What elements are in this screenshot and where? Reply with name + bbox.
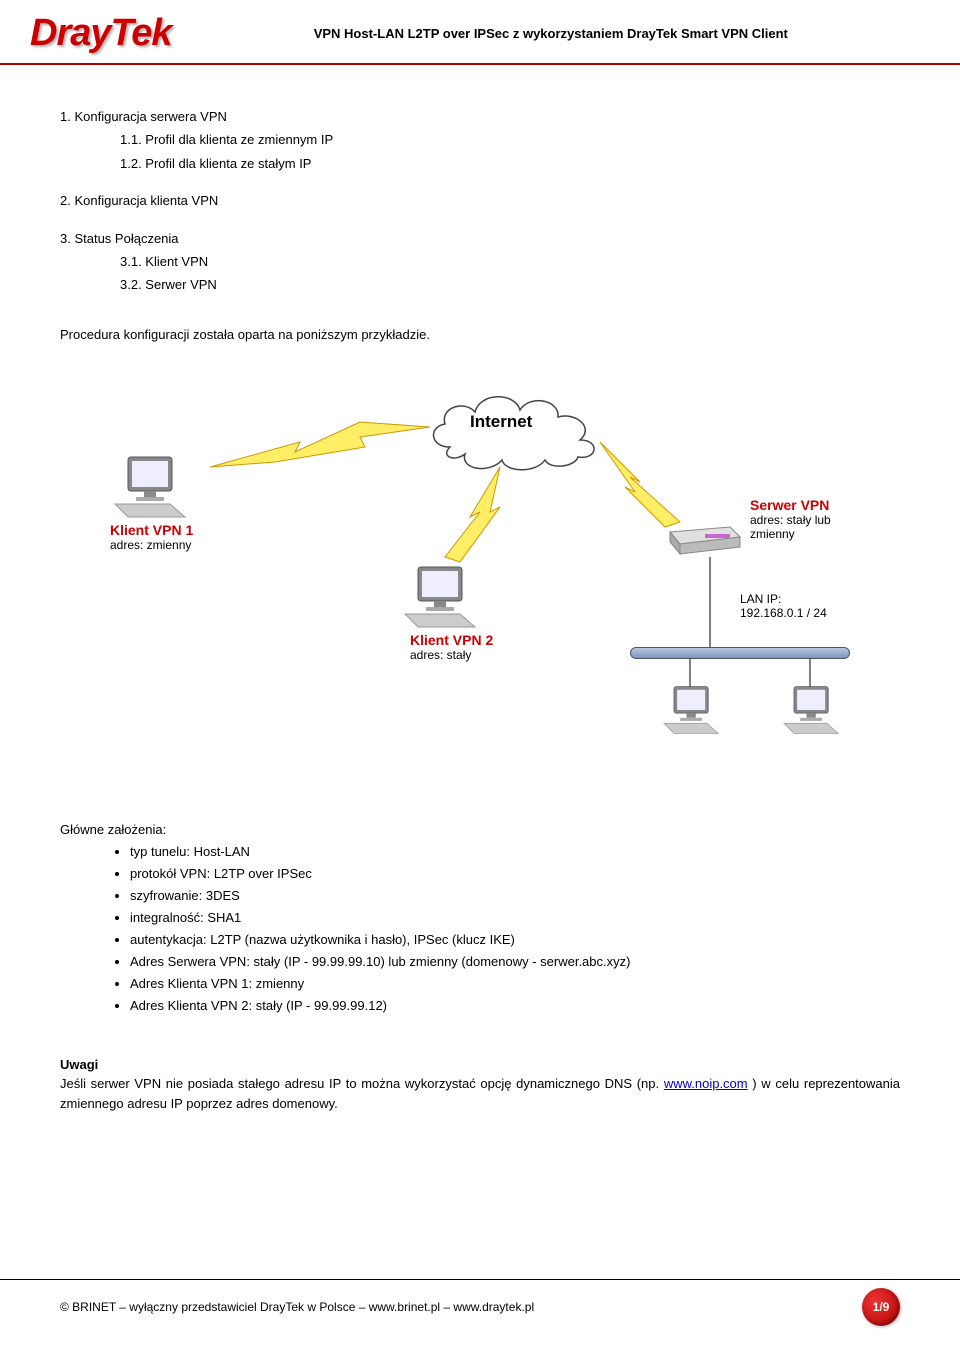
client2-title: Klient VPN 2 [410, 632, 493, 648]
page-content: 1. Konfiguracja serwera VPN 1.1. Profil … [0, 65, 960, 1133]
client-vpn-1-label: Klient VPN 1 adres: zmienny [110, 522, 193, 552]
assumptions-list: typ tunelu: Host-LAN protokół VPN: L2TP … [130, 841, 900, 1018]
toc-item: 1.1. Profil dla klienta ze zmiennym IP [120, 128, 900, 151]
server-title: Serwer VPN [750, 497, 831, 513]
list-item: Adres Klienta VPN 2: stały (IP - 99.99.9… [130, 995, 900, 1017]
toc-item: 3. Status Połączenia [60, 227, 900, 250]
toc-item: 1. Konfiguracja serwera VPN [60, 105, 900, 128]
toc: 1. Konfiguracja serwera VPN 1.1. Profil … [60, 105, 900, 297]
logo: DrayTek [30, 12, 172, 55]
server-vpn-label: Serwer VPN adres: stały lub zmienny [750, 497, 831, 541]
list-item: integralność: SHA1 [130, 907, 900, 929]
lan-bar-icon [630, 647, 850, 659]
remarks-prefix: Jeśli serwer VPN nie posiada stałego adr… [60, 1076, 664, 1091]
remarks-link[interactable]: www.noip.com [664, 1076, 748, 1091]
toc-item: 3.1. Klient VPN [120, 250, 900, 273]
server-sub2: zmienny [750, 527, 831, 541]
server-vpn-icon [660, 512, 750, 557]
assumptions-title: Główne założenia: [60, 822, 900, 837]
page-number-badge: 1/9 [862, 1288, 900, 1326]
remarks-body: Jeśli serwer VPN nie posiada stałego adr… [60, 1074, 900, 1113]
server-sub1: adres: stały lub [750, 513, 831, 527]
list-item: Adres Serwera VPN: stały (IP - 99.99.99.… [130, 951, 900, 973]
list-item: autentykacja: L2TP (nazwa użytkownika i … [130, 929, 900, 951]
client-vpn-2-label: Klient VPN 2 adres: stały [410, 632, 493, 662]
client1-title: Klient VPN 1 [110, 522, 193, 538]
client-vpn-2-icon [400, 562, 490, 632]
toc-item: 1.2. Profil dla klienta ze stałym IP [120, 152, 900, 175]
header-title: VPN Host-LAN L2TP over IPSec z wykorzyst… [172, 26, 930, 41]
client1-sub: adres: zmienny [110, 538, 193, 552]
lan-l1: LAN IP: [740, 592, 827, 606]
toc-item: 3.2. Serwer VPN [120, 273, 900, 296]
page-footer: © BRINET – wyłączny przedstawiciel DrayT… [0, 1279, 960, 1326]
page-header: DrayTek VPN Host-LAN L2TP over IPSec z w… [0, 0, 960, 65]
internet-label: Internet [470, 412, 532, 432]
intro-text: Procedura konfiguracji została oparta na… [60, 327, 900, 342]
lan-ip-label: LAN IP: 192.168.0.1 / 24 [740, 592, 827, 620]
client-vpn-1-icon [110, 452, 200, 522]
client2-sub: adres: stały [410, 648, 493, 662]
toc-item: 2. Konfiguracja klienta VPN [60, 189, 900, 212]
list-item: typ tunelu: Host-LAN [130, 841, 900, 863]
list-item: szyfrowanie: 3DES [130, 885, 900, 907]
footer-text: © BRINET – wyłączny przedstawiciel DrayT… [60, 1300, 534, 1314]
lan-pc-icon [780, 682, 850, 738]
remarks-title: Uwagi [60, 1057, 900, 1072]
lan-l2: 192.168.0.1 / 24 [740, 606, 827, 620]
network-diagram: × × Internet Klient VPN 1 adres: zmienny [100, 362, 860, 782]
remarks-section: Uwagi Jeśli serwer VPN nie posiada stałe… [60, 1057, 900, 1113]
list-item: Adres Klienta VPN 1: zmienny [130, 973, 900, 995]
list-item: protokół VPN: L2TP over IPSec [130, 863, 900, 885]
lan-pc-icon [660, 682, 730, 738]
